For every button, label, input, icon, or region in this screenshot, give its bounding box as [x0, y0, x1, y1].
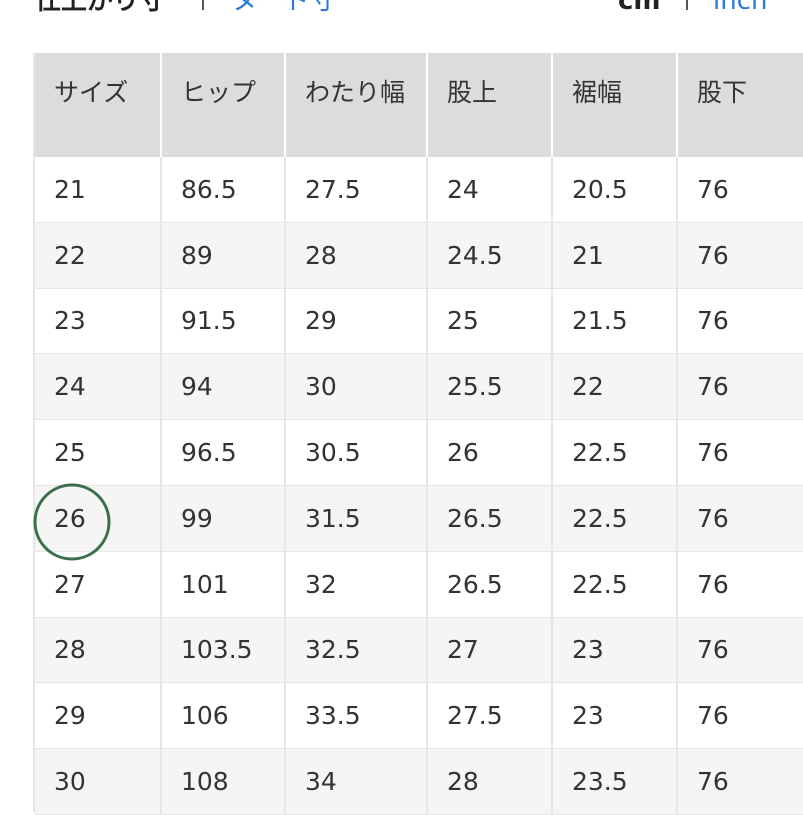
table-cell: 76: [678, 617, 803, 684]
table-cell: 27: [428, 617, 553, 684]
table-cell: 23.5: [553, 749, 678, 815]
table-cell: 108: [162, 749, 286, 815]
table-cell: 31.5: [286, 486, 428, 552]
separator: [202, 0, 204, 10]
table-cell: 76: [678, 486, 803, 552]
table-cell: 86.5: [162, 157, 286, 223]
table-cell: 76: [678, 551, 803, 618]
column-header: わたり幅: [286, 53, 428, 157]
table-cell: 29: [35, 683, 162, 750]
size-table: サイズ ヒップ わたり幅 股上 裾幅 股下 21 86.5 27.5 24 20.5 76 22 89 28…: [33, 53, 803, 815]
table-cell: 76: [678, 420, 803, 486]
separator: [686, 0, 688, 10]
table-cell: 76: [678, 157, 803, 223]
table-cell: 21: [35, 157, 162, 223]
table-cell: 32: [286, 551, 428, 618]
table-cell: 30: [286, 354, 428, 421]
table-cell: 20.5: [553, 157, 678, 223]
table-cell: 28: [35, 617, 162, 684]
table-cell: 21: [553, 222, 678, 289]
table-cell: 24: [35, 354, 162, 421]
table-cell: 106: [162, 683, 286, 750]
unit-cm[interactable]: cm: [618, 0, 661, 16]
table-cell: 26: [35, 486, 162, 552]
table-cell: 25: [35, 420, 162, 486]
table-cell: 89: [162, 222, 286, 289]
tab-finished[interactable]: 仕上がり寸: [35, 0, 166, 16]
column-header: 股下: [678, 53, 803, 157]
table-cell: 21.5: [553, 288, 678, 355]
table-cell: 28: [428, 749, 553, 815]
column-header: 股上: [428, 53, 553, 157]
table-cell: 27.5: [286, 157, 428, 223]
table-cell: 76: [678, 683, 803, 750]
column-header: ヒップ: [162, 53, 286, 157]
table-cell: 26.5: [428, 551, 553, 618]
table-cell: 22.5: [553, 486, 678, 552]
table-cell: 30: [35, 749, 162, 815]
table-cell: 27: [35, 551, 162, 618]
table-cell: 23: [553, 683, 678, 750]
table-cell: 94: [162, 354, 286, 421]
table-cell: 27.5: [428, 683, 553, 750]
tab-nude[interactable]: ヌード寸: [232, 0, 337, 16]
table-cell: 76: [678, 222, 803, 289]
column-header: サイズ: [35, 53, 162, 157]
table-cell: 24: [428, 157, 553, 223]
table-cell: 28: [286, 222, 428, 289]
table-cell: 24.5: [428, 222, 553, 289]
table-cell: 76: [678, 354, 803, 421]
unit-inch[interactable]: inch: [713, 0, 768, 16]
table-cell: 76: [678, 749, 803, 815]
table-cell: 29: [286, 288, 428, 355]
table-cell: 96.5: [162, 420, 286, 486]
table-cell: 76: [678, 288, 803, 355]
table-cell: 26: [428, 420, 553, 486]
table-cell: 33.5: [286, 683, 428, 750]
table-cell: 30.5: [286, 420, 428, 486]
table-cell: 26.5: [428, 486, 553, 552]
table-cell: 23: [553, 617, 678, 684]
table-cell: 22: [35, 222, 162, 289]
table-cell: 32.5: [286, 617, 428, 684]
table-cell: 34: [286, 749, 428, 815]
table-cell: 25.5: [428, 354, 553, 421]
table-cell: 101: [162, 551, 286, 618]
table-cell: 99: [162, 486, 286, 552]
table-cell: 103.5: [162, 617, 286, 684]
table-cell: 22.5: [553, 551, 678, 618]
table-cell: 23: [35, 288, 162, 355]
table-cell: 25: [428, 288, 553, 355]
table-cell: 91.5: [162, 288, 286, 355]
column-header: 裾幅: [553, 53, 678, 157]
table-cell: 22: [553, 354, 678, 421]
table-cell: 22.5: [553, 420, 678, 486]
